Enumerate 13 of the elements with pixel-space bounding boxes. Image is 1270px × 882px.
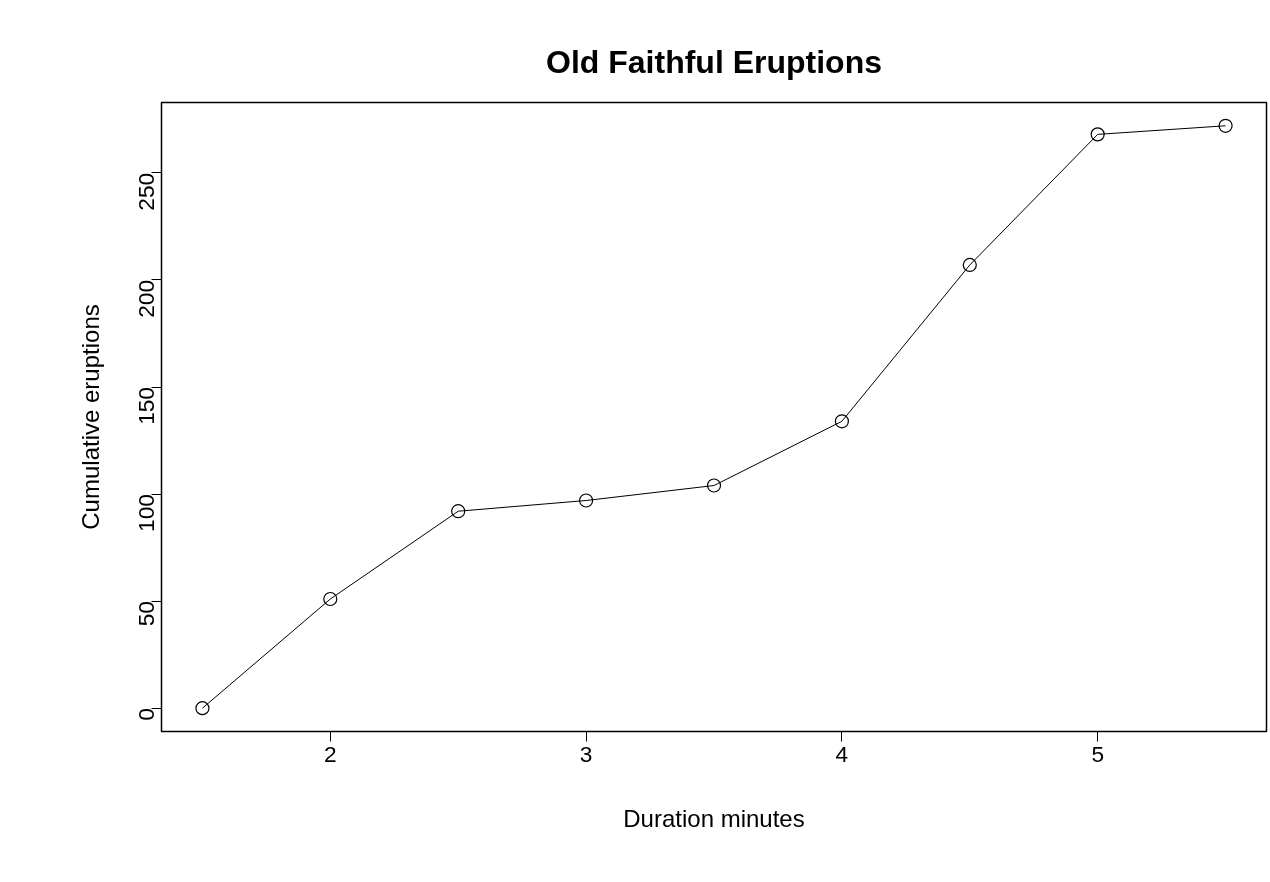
x-axis-title: Duration minutes [623, 804, 805, 832]
y-tick-label: 150 [133, 387, 159, 425]
chart-title: Old Faithful Eruptions [546, 44, 882, 80]
x-tick-label: 5 [1091, 740, 1104, 767]
y-tick-label: 250 [133, 172, 159, 211]
y-axis-title: Cumulative eruptions [76, 304, 104, 530]
x-tick-label: 4 [835, 740, 849, 767]
y-tick-label: 200 [133, 279, 159, 318]
y-tick-label: 50 [133, 601, 159, 627]
x-tick-label: 3 [579, 740, 593, 767]
y-tick-label: 0 [133, 708, 159, 721]
y-tick-label: 100 [133, 494, 159, 532]
x-tick-label: 2 [324, 740, 337, 767]
